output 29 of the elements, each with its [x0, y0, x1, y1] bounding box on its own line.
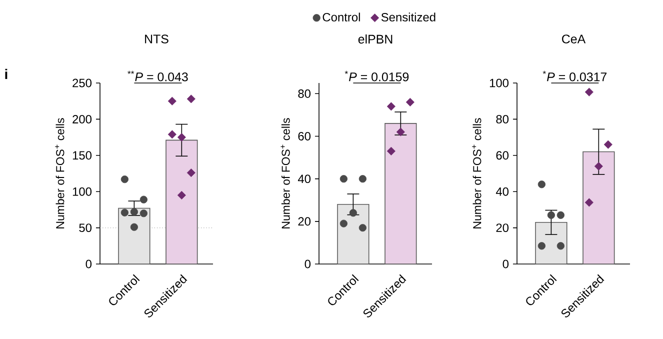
y-tick-label: 100	[72, 187, 92, 196]
y-tick-label: 40	[496, 187, 509, 196]
y-tick-label: 250	[72, 78, 92, 88]
legend-label: Control	[322, 12, 360, 22]
text: i	[5, 68, 8, 79]
y-tick-label: 200	[72, 114, 92, 124]
chart-title: CeA	[562, 34, 586, 44]
legend-label: Sensitized	[381, 12, 436, 22]
y-tick-label: 0	[86, 260, 92, 268]
text: $^{*}$P = 0.0317	[542, 70, 607, 82]
text: $^{*}$P = 0.0159	[344, 70, 409, 82]
y-tick-label: 0	[304, 260, 311, 268]
y-tick-label: 20	[298, 217, 311, 226]
y-tick-label: 150	[72, 151, 92, 160]
y-tick-label: 60	[496, 151, 509, 160]
y-tick-label: 80	[298, 89, 311, 98]
y-axis-title: Number of FOS$^{+}$ cells	[55, 118, 64, 228]
chart-title: elPBN	[358, 34, 392, 44]
y-tick-label: 80	[496, 114, 509, 124]
y-tick-label: 40	[298, 174, 311, 184]
y-tick-label: 60	[298, 132, 311, 140]
y-axis-title: Number of FOS$^{+}$ cells	[472, 118, 482, 228]
y-tick-label: 50	[79, 224, 92, 232]
y-tick-label: 100	[490, 78, 509, 88]
chart-title: NTS	[145, 34, 168, 44]
y-axis-title: Number of FOS$^{+}$ cells	[280, 118, 290, 228]
y-tick-label: 0	[502, 260, 509, 268]
y-tick-label: 20	[496, 224, 509, 232]
text: $^{**}$P = 0.043	[128, 70, 188, 82]
